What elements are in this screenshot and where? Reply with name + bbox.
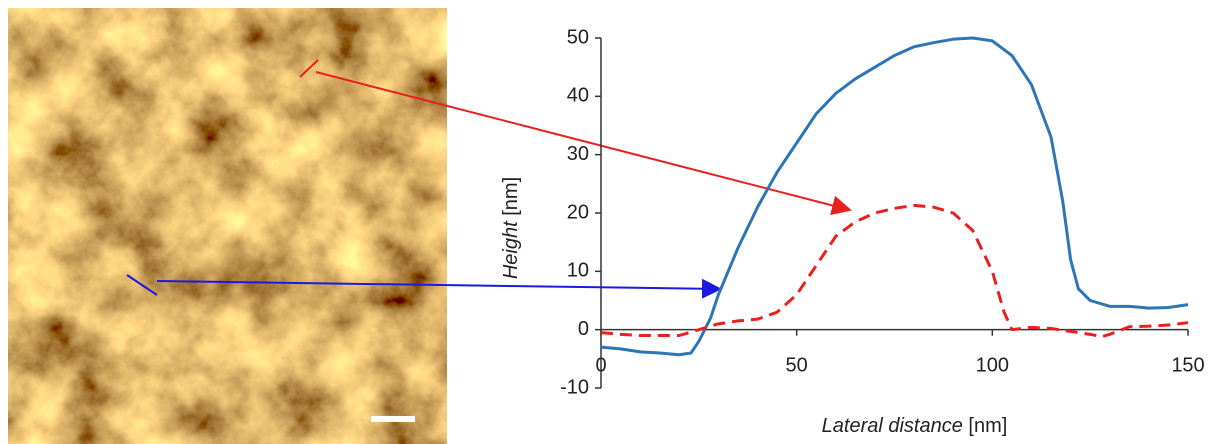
y-label-unit: [nm]	[500, 177, 522, 216]
y-tick-label: 30	[567, 143, 589, 165]
scale-bar	[371, 416, 415, 422]
x-label-unit: [nm]	[968, 415, 1007, 437]
series-line	[601, 205, 1188, 336]
figure: -10 0 10 20 30 40 50 0 50 100 150 Lateral distance …	[0, 0, 1213, 444]
series-line	[601, 38, 1188, 355]
x-tick-label: 0	[595, 354, 606, 376]
x-tick-label: 50	[786, 354, 808, 376]
x-axis-label: Lateral distance [nm]	[822, 415, 1008, 437]
page: -10 0 10 20 30 40 50 0 50 100 150 Lateral distance …	[0, 0, 1213, 444]
x-tick-label: 150	[1171, 354, 1204, 376]
afm-image	[8, 8, 447, 444]
y-tick-label: 10	[567, 260, 589, 282]
y-label-name: Height	[500, 220, 522, 279]
x-tick-label: 100	[976, 354, 1009, 376]
y-tick-label: 0	[578, 318, 589, 340]
y-tick-label: 40	[567, 85, 589, 107]
y-axis-label: Height [nm]	[500, 177, 522, 279]
y-tick-label: 20	[567, 201, 589, 223]
y-tick-label: -10	[560, 376, 589, 398]
y-tick-label: 50	[567, 26, 589, 48]
x-label-name: Lateral distance	[822, 415, 963, 437]
